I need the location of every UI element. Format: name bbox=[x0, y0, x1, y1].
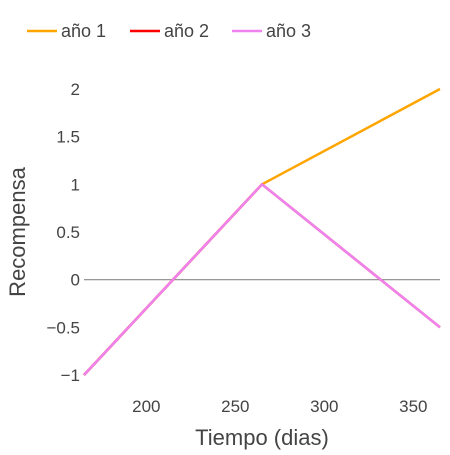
legend-label: año 1 bbox=[61, 21, 106, 41]
x-tick-label: 200 bbox=[132, 397, 160, 416]
x-tick-label: 300 bbox=[310, 397, 338, 416]
x-axis-title: Tiempo (dias) bbox=[195, 425, 329, 450]
y-tick-label: 1 bbox=[71, 175, 80, 194]
legend-item-1[interactable]: año 1 bbox=[27, 21, 106, 41]
legend-label: año 3 bbox=[266, 21, 311, 41]
legend: año 1 año 2 año 3 bbox=[27, 21, 311, 41]
series-line-3 bbox=[83, 183, 441, 376]
y-axis-ticks: −1 −0.5 0 0.5 1 1.5 2 bbox=[46, 80, 80, 385]
legend-item-2[interactable]: año 2 bbox=[130, 21, 209, 41]
y-tick-label: 0 bbox=[71, 271, 80, 290]
y-tick-label: 1.5 bbox=[56, 128, 80, 147]
y-tick-label: 0.5 bbox=[56, 223, 80, 242]
y-axis-title: Recompensa bbox=[5, 166, 30, 296]
series-line-1 bbox=[83, 87, 441, 376]
y-tick-label: −0.5 bbox=[46, 318, 80, 337]
series-layer bbox=[83, 87, 441, 376]
y-tick-label: 2 bbox=[71, 80, 80, 99]
x-tick-label: 350 bbox=[399, 397, 427, 416]
y-tick-label: −1 bbox=[61, 366, 80, 385]
legend-label: año 2 bbox=[164, 21, 209, 41]
x-tick-label: 250 bbox=[221, 397, 249, 416]
x-axis-ticks: 200 250 300 350 bbox=[132, 397, 427, 416]
legend-item-3[interactable]: año 3 bbox=[232, 21, 311, 41]
